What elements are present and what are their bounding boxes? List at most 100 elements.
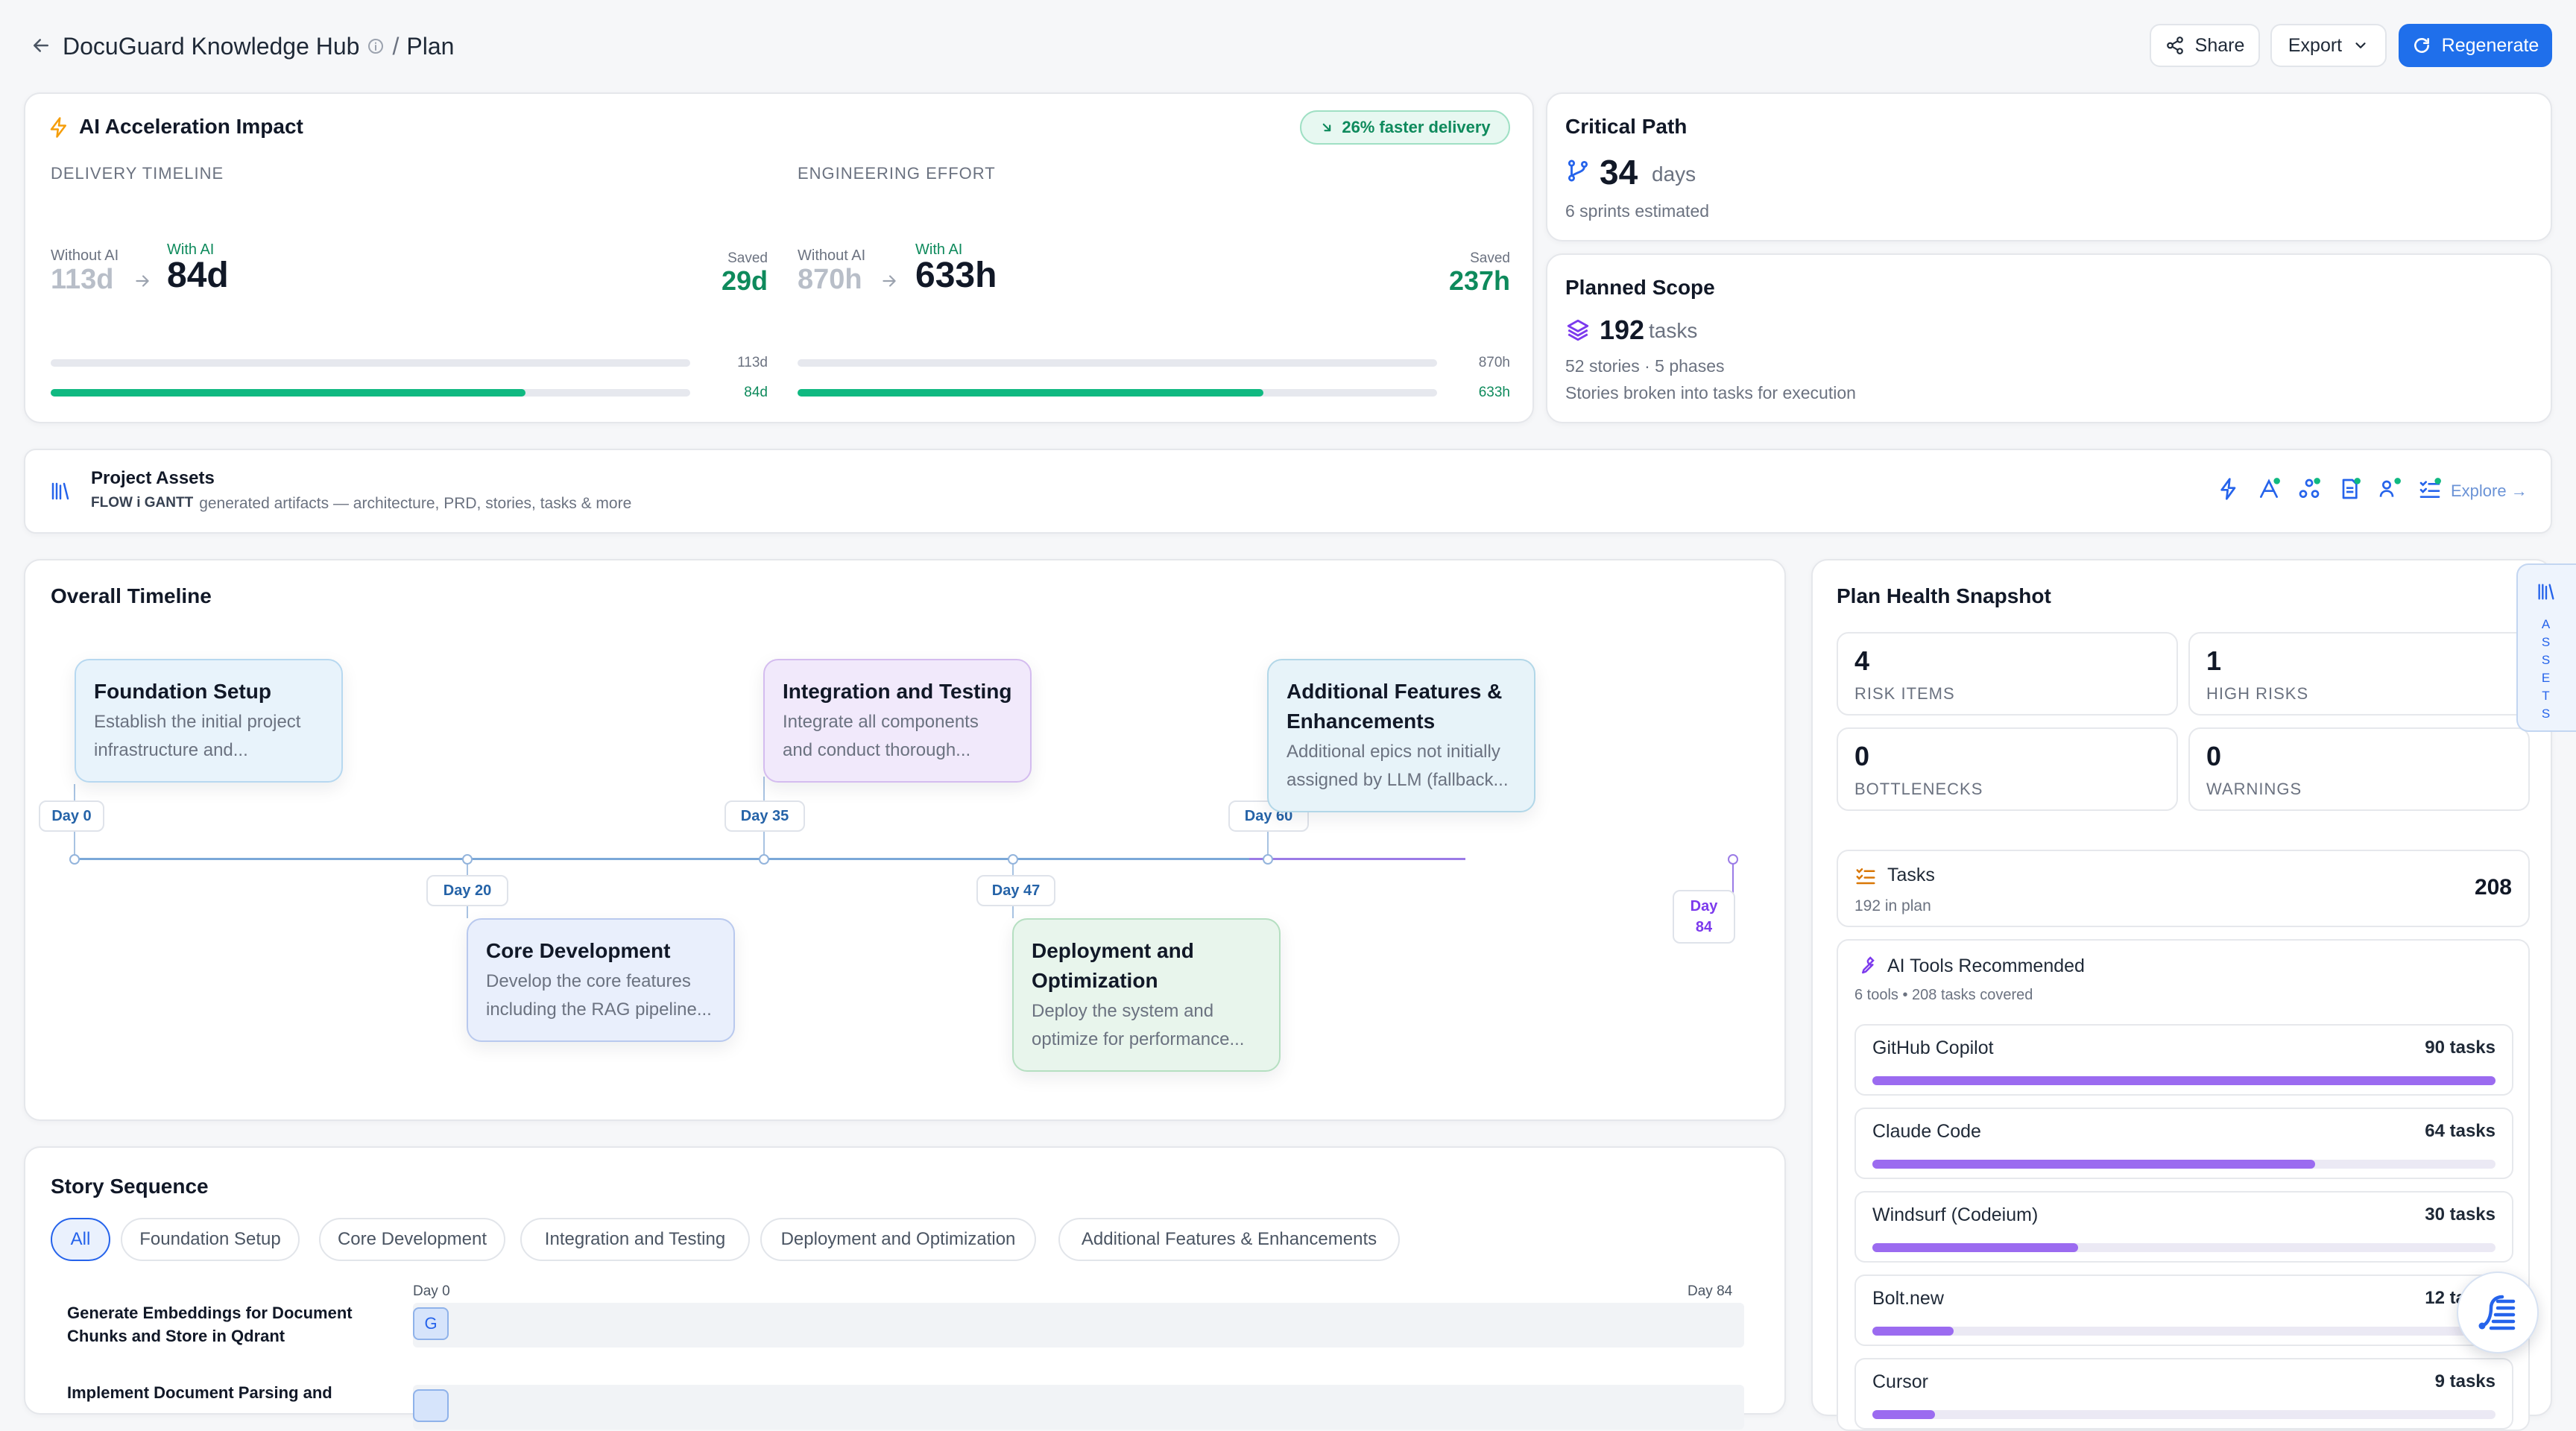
planned-scope-card: Planned Scope 192 tasks 52 stories · 5 p… [1546, 253, 2552, 423]
filter-chip-deployment[interactable]: Deployment and Optimization [760, 1218, 1036, 1261]
checklist-icon[interactable] [2418, 477, 2442, 501]
tool-card[interactable]: Claude Code 64 tasks [1854, 1108, 2513, 1179]
overall-timeline-card: Overall Timeline Day 0 Day 20 Day 35 Day… [24, 559, 1786, 1121]
assets-side-tab[interactable]: ASSETS [2516, 563, 2576, 732]
regenerate-button[interactable]: Regenerate [2399, 24, 2552, 67]
critical-path-title: Critical Path [1565, 115, 1688, 138]
document-icon[interactable] [2337, 477, 2361, 501]
story-sequence-card: Story Sequence All Foundation Setup Core… [24, 1146, 1786, 1430]
page-title: Plan [406, 32, 455, 60]
stat-value: 0 [2206, 741, 2222, 771]
planned-scope-line2: Stories broken into tasks for execution [1565, 383, 1856, 402]
phase-desc: Additional epics not initially assigned … [1287, 742, 1509, 790]
stat-risk-items[interactable]: 4 RISK ITEMS [1837, 632, 2178, 716]
tasks-list-icon [1854, 865, 1877, 891]
network-icon[interactable] [2297, 477, 2321, 501]
filter-chip-core[interactable]: Core Development [319, 1218, 505, 1261]
stat-warnings[interactable]: 0 WARNINGS [2188, 727, 2530, 811]
tool-name: GitHub Copilot [1872, 1037, 1994, 1058]
end-day-tag: Day 84 [1673, 890, 1735, 944]
effort-saved-label: Saved [1470, 250, 1510, 266]
timeline-saved-value: 29d [721, 265, 768, 296]
timeline-with-bar-fill [51, 389, 526, 397]
effort-without-bar [798, 359, 1437, 367]
flowgantt-brand: FLOW i GANTT [91, 495, 194, 511]
tool-name: Windsurf (Codeium) [1872, 1204, 2039, 1225]
planned-scope-line1: 52 stories · 5 phases [1565, 356, 1725, 376]
stat-bottlenecks[interactable]: 0 BOTTLENECKS [1837, 727, 2178, 811]
plan-health-card: Plan Health Snapshot 4 RISK ITEMS 1 HIGH… [1811, 559, 2552, 1431]
info-icon[interactable] [367, 37, 385, 55]
effort-with-label: With AI [915, 241, 963, 258]
tool-bar-track [1872, 1327, 2496, 1336]
story-row-track [413, 1385, 1744, 1430]
filter-chip-additional[interactable]: Additional Features & Enhancements [1058, 1218, 1400, 1261]
library-icon [49, 480, 72, 506]
phase-card-deployment[interactable]: Deployment and Optimization Deploy the s… [1012, 918, 1281, 1072]
story-sequence-title: Story Sequence [51, 1175, 209, 1198]
filter-chip-all[interactable]: All [51, 1218, 110, 1261]
story-bar-marker[interactable] [413, 1389, 449, 1422]
critical-path-value: 34 [1600, 153, 1638, 192]
day-tag: Day 35 [724, 800, 805, 832]
story-row-name: Generate Embeddings for Document Chunks … [67, 1304, 353, 1345]
architecture-icon[interactable] [2217, 477, 2241, 501]
axis-start-label: Day 0 [413, 1283, 450, 1299]
tool-card[interactable]: Cursor 9 tasks [1854, 1358, 2513, 1430]
phase-card-additional[interactable]: Additional Features & Enhancements Addit… [1267, 659, 1535, 812]
export-button[interactable]: Export [2270, 24, 2387, 67]
stat-label: RISK ITEMS [1854, 684, 1955, 703]
prd-icon[interactable] [2257, 477, 2281, 501]
timeline-with-bar-track [51, 389, 690, 397]
gantt-assistant-icon [2471, 1286, 2525, 1339]
explore-link[interactable]: Explore → [2451, 481, 2528, 500]
phase-desc: Deploy the system and optimize for perfo… [1032, 1001, 1245, 1049]
effort-saved-value: 237h [1448, 265, 1510, 296]
tasks-sub: 192 in plan [1854, 897, 1931, 914]
critical-path-unit: days [1652, 162, 1696, 186]
tool-count: 30 tasks [2425, 1204, 2496, 1225]
phase-card-core[interactable]: Core Development Develop the core featur… [467, 918, 735, 1042]
share-button[interactable]: Share [2150, 24, 2260, 67]
tool-count: 9 tasks [2434, 1371, 2496, 1391]
phase-card-integration[interactable]: Integration and Testing Integrate all co… [763, 659, 1032, 783]
axis-end-label: Day 84 [1688, 1283, 1733, 1299]
refresh-icon [2412, 36, 2431, 55]
stat-value: 0 [1854, 741, 1870, 771]
tool-bar-fill [1872, 1076, 2496, 1085]
share-icon [2165, 36, 2185, 55]
story-bar-marker[interactable]: G [413, 1307, 449, 1340]
filter-chip-foundation[interactable]: Foundation Setup [121, 1218, 300, 1261]
tool-bar-fill [1872, 1410, 1935, 1419]
ai-impact-card: AI Acceleration Impact 26% faster delive… [24, 92, 1534, 423]
faster-delivery-badge: 26% faster delivery [1300, 110, 1510, 145]
users-icon[interactable] [2378, 477, 2402, 501]
timeline-without-value: 113d [51, 264, 114, 295]
impact-title: AI Acceleration Impact [79, 115, 303, 138]
effort-without-label: Without AI [798, 247, 866, 264]
engineering-effort-label: ENGINEERING EFFORT [798, 164, 996, 183]
trend-down-icon [1319, 120, 1334, 135]
back-icon[interactable] [30, 34, 52, 57]
tool-bar-fill [1872, 1160, 2315, 1169]
connector-line [1267, 806, 1269, 859]
share-label: Share [2194, 34, 2245, 56]
project-title[interactable]: DocuGuard Knowledge Hub [63, 32, 360, 60]
effort-without-value: 870h [798, 264, 862, 295]
stat-high-risks[interactable]: 1 HIGH RISKS [2188, 632, 2530, 716]
story-row-track [413, 1303, 1744, 1348]
assistant-fab[interactable] [2457, 1272, 2539, 1353]
assets-title: Project Assets [91, 468, 215, 488]
tool-card[interactable]: Windsurf (Codeium) 30 tasks [1854, 1191, 2513, 1263]
tool-card[interactable]: GitHub Copilot 90 tasks [1854, 1024, 2513, 1096]
project-assets-bar[interactable]: Project Assets FLOW i GANTT generated ar… [24, 449, 2552, 534]
timeline-without-bar [51, 359, 690, 367]
effort-bar-with-label: 633h [1478, 385, 1510, 400]
tool-card[interactable]: Bolt.new 12 tasks [1854, 1274, 2513, 1346]
phase-card-foundation[interactable]: Foundation Setup Establish the initial p… [75, 659, 343, 783]
planned-scope-unit: tasks [1649, 319, 1698, 342]
filter-chip-integration[interactable]: Integration and Testing [520, 1218, 750, 1261]
tasks-summary[interactable]: Tasks 192 in plan 208 [1837, 850, 2530, 927]
stat-label: WARNINGS [2206, 780, 2302, 798]
assets-side-label: ASSETS [2541, 617, 2551, 721]
